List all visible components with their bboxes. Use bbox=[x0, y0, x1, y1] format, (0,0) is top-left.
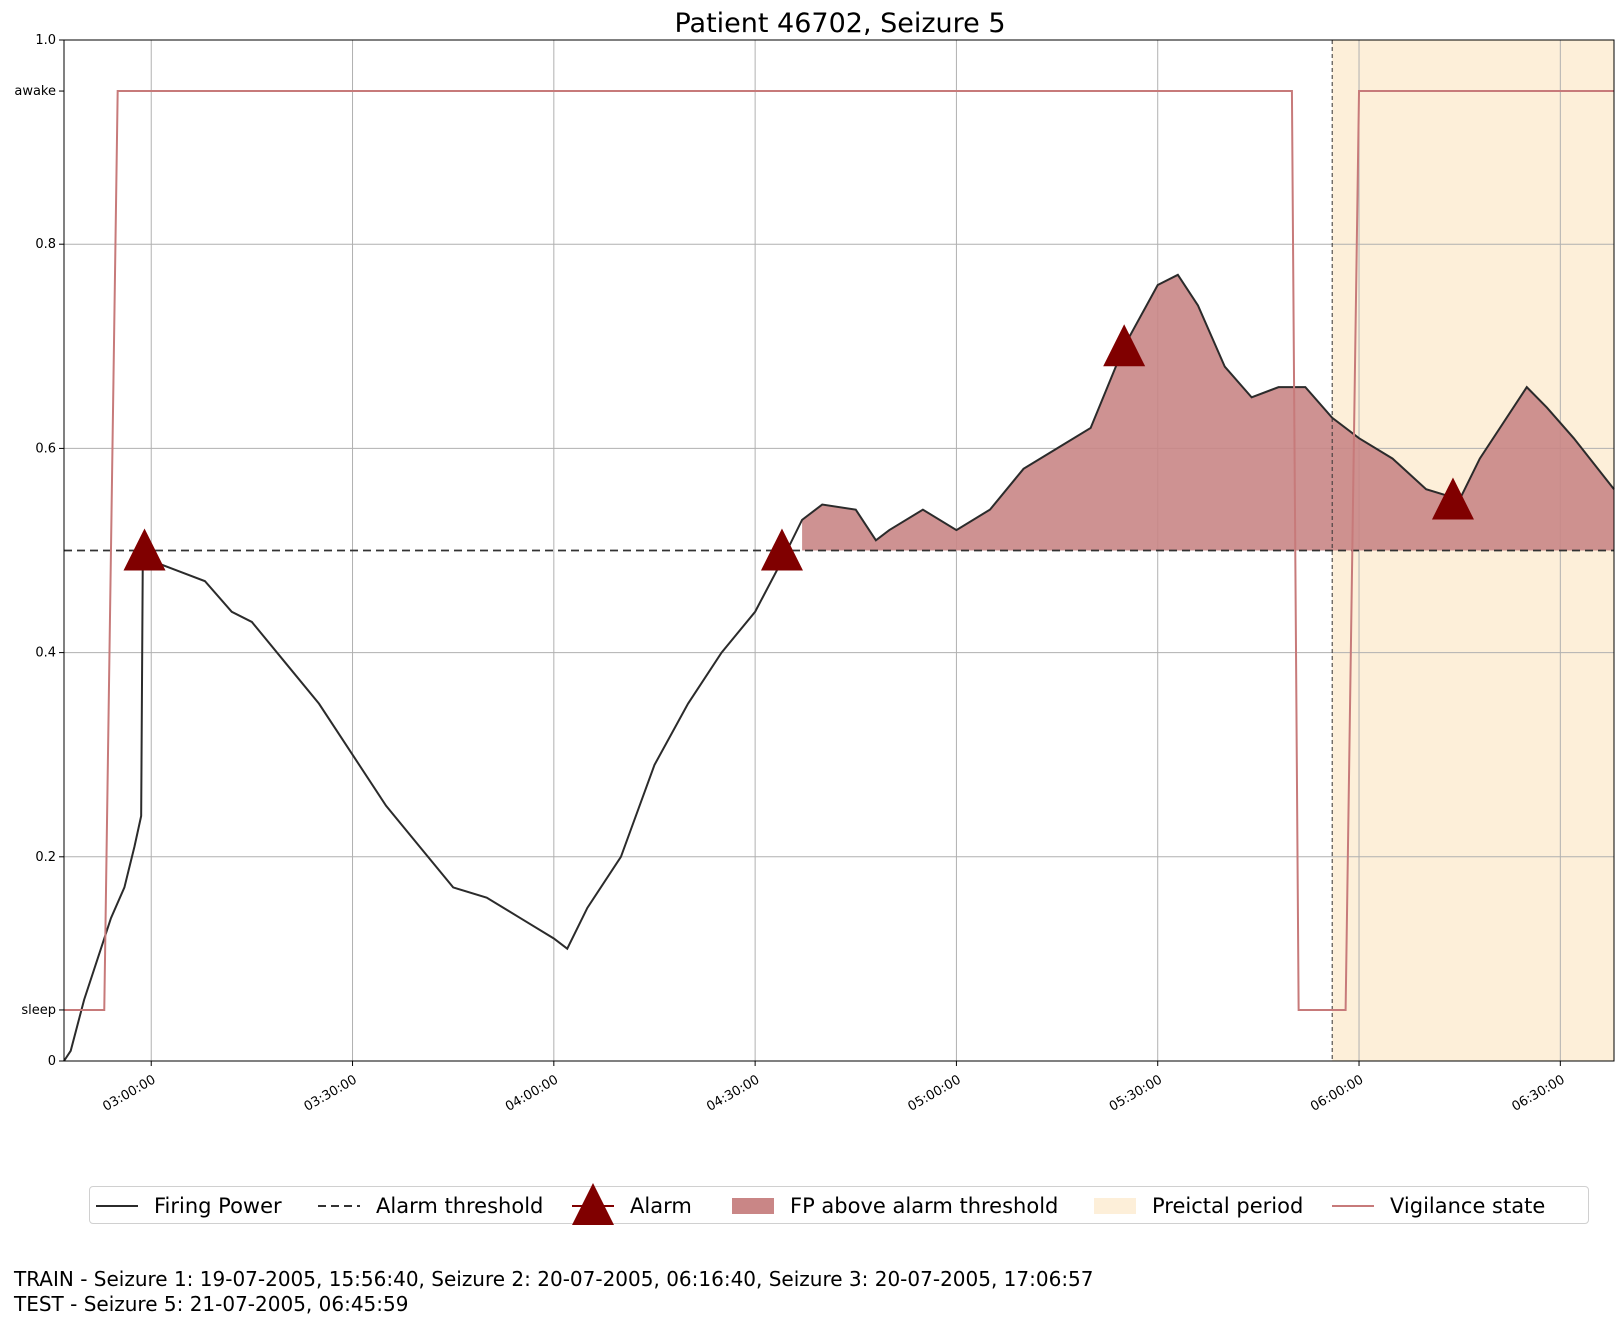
legend-firing-power: Firing Power bbox=[94, 1187, 282, 1225]
x-tick-label: 04:30:00 bbox=[704, 1072, 762, 1114]
x-tick-label: 05:30:00 bbox=[1107, 1072, 1165, 1114]
fp-above-swatch bbox=[732, 1198, 774, 1214]
y-tick-label: 0 bbox=[48, 1054, 56, 1069]
alarm-marker bbox=[1103, 324, 1146, 367]
legend-alarm-threshold: Alarm threshold bbox=[316, 1187, 543, 1225]
firing-power-swatch bbox=[96, 1205, 138, 1207]
alarm-marker bbox=[123, 528, 166, 571]
x-tick-label: 04:00:00 bbox=[503, 1072, 561, 1114]
legend-preictal: Preictal period bbox=[1092, 1187, 1303, 1225]
legend-label-alarm: Alarm bbox=[630, 1194, 692, 1218]
alarm-threshold-swatch bbox=[318, 1205, 360, 1207]
legend-label-fp-above: FP above alarm threshold bbox=[790, 1194, 1059, 1218]
legend-label-preictal: Preictal period bbox=[1152, 1194, 1304, 1218]
x-tick-label: 03:00:00 bbox=[100, 1072, 158, 1114]
legend-label-firing-power: Firing Power bbox=[154, 1194, 282, 1218]
y-tick-label: 0.4 bbox=[35, 646, 56, 661]
legend-vigilance: Vigilance state bbox=[1330, 1187, 1545, 1225]
legend-alarm: Alarm bbox=[570, 1183, 692, 1225]
y-tick-label: 0.2 bbox=[35, 850, 56, 865]
fp-above-threshold-area bbox=[802, 274, 1614, 551]
legend: Firing Power Alarm threshold Alarm FP ab… bbox=[89, 1183, 1589, 1225]
vigilance-swatch bbox=[1332, 1205, 1374, 1207]
footer-test-text: TEST - Seizure 5: 21-07-2005, 06:45:59 bbox=[14, 1292, 409, 1316]
footer-train-text: TRAIN - Seizure 1: 19-07-2005, 15:56:40,… bbox=[14, 1267, 1094, 1291]
legend-label-alarm-threshold: Alarm threshold bbox=[376, 1194, 544, 1218]
y-tick-label: 0.8 bbox=[35, 237, 56, 252]
preictal-swatch bbox=[1094, 1198, 1136, 1214]
y-tick-label: sleep bbox=[21, 1003, 56, 1018]
legend-fp-above: FP above alarm threshold bbox=[730, 1187, 1058, 1225]
alarm-triangle-icon bbox=[572, 1183, 614, 1225]
alarm-marker bbox=[760, 528, 803, 571]
chart-title: Patient 46702, Seizure 5 bbox=[674, 8, 1005, 39]
alarm-marker bbox=[1431, 477, 1474, 520]
x-tick-label: 06:30:00 bbox=[1509, 1072, 1567, 1114]
y-tick-label: 1.0 bbox=[35, 33, 56, 48]
legend-label-vigilance: Vigilance state bbox=[1390, 1194, 1546, 1218]
y-tick-label: awake bbox=[14, 84, 56, 99]
x-tick-label: 05:00:00 bbox=[906, 1072, 964, 1114]
vigilance-state-line bbox=[64, 90, 1614, 1011]
x-tick-label: 06:00:00 bbox=[1308, 1072, 1366, 1114]
plot-frame bbox=[63, 39, 1615, 1062]
x-tick-label: 03:30:00 bbox=[302, 1072, 360, 1114]
y-tick-label: 0.6 bbox=[35, 441, 56, 456]
